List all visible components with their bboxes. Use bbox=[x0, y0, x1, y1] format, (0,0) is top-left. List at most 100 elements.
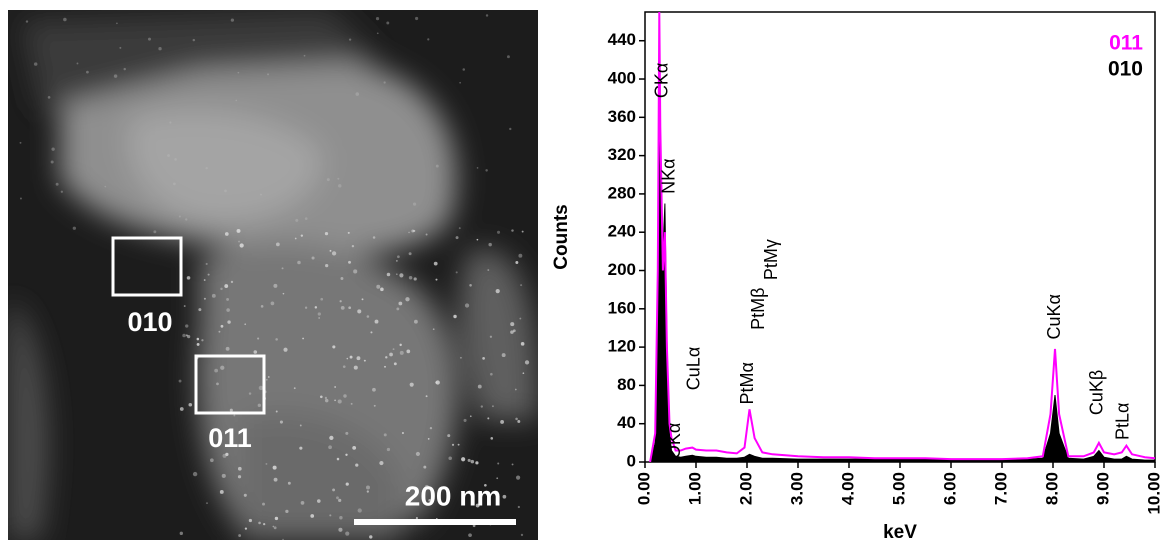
y-tick-label: 360 bbox=[608, 107, 636, 126]
speckle bbox=[188, 403, 192, 407]
speckle bbox=[490, 437, 493, 440]
speckle bbox=[427, 38, 429, 40]
speckle bbox=[260, 194, 262, 196]
speckle bbox=[406, 349, 410, 353]
speckle bbox=[180, 407, 184, 411]
speckle bbox=[226, 347, 230, 351]
y-tick-label: 160 bbox=[608, 298, 636, 317]
y-tick-label: 40 bbox=[617, 413, 636, 432]
speckle bbox=[86, 71, 89, 74]
y-axis-label: Counts bbox=[551, 204, 572, 269]
speckle bbox=[317, 499, 321, 503]
speckle bbox=[517, 420, 520, 423]
speckle bbox=[233, 414, 235, 416]
speckle bbox=[487, 269, 489, 271]
speckle bbox=[258, 522, 261, 525]
peak-label: PtMβ bbox=[748, 288, 768, 330]
speckle bbox=[521, 342, 525, 346]
speckle bbox=[477, 167, 479, 169]
speckle bbox=[497, 463, 499, 465]
speckle bbox=[338, 499, 341, 502]
speckle bbox=[116, 22, 118, 24]
x-tick-label: 6.00 bbox=[940, 472, 959, 505]
speckle bbox=[374, 405, 376, 407]
speckle bbox=[456, 236, 459, 239]
speckle bbox=[148, 38, 151, 41]
speckle bbox=[339, 516, 342, 519]
speckle bbox=[249, 519, 252, 522]
scale-bar bbox=[354, 519, 516, 525]
speckle bbox=[525, 360, 529, 364]
speckle bbox=[345, 532, 349, 536]
speckle bbox=[348, 261, 351, 264]
y-tick-label: 320 bbox=[608, 145, 636, 164]
speckle bbox=[511, 229, 513, 231]
speckle bbox=[399, 344, 401, 346]
speckle bbox=[294, 387, 296, 389]
speckle bbox=[204, 279, 206, 281]
speckle bbox=[434, 262, 438, 266]
speckle bbox=[305, 307, 307, 309]
scale-bar-label: 200 nm bbox=[405, 480, 502, 511]
speckle bbox=[376, 285, 380, 289]
speckle bbox=[216, 383, 219, 386]
speckle bbox=[201, 339, 203, 341]
speckle bbox=[436, 380, 440, 384]
speckle bbox=[523, 372, 525, 374]
speckle bbox=[384, 366, 386, 368]
figure: 010 011 200 nm 0408012016020024028032036… bbox=[0, 0, 1167, 544]
speckle bbox=[193, 39, 195, 41]
speckle bbox=[348, 306, 351, 309]
speckle bbox=[114, 74, 117, 77]
speckle bbox=[258, 404, 261, 407]
speckle bbox=[394, 362, 397, 365]
peak-label: NKα bbox=[659, 158, 679, 193]
speckle bbox=[396, 307, 399, 310]
speckle bbox=[124, 68, 126, 70]
speckle bbox=[460, 357, 462, 359]
speckle bbox=[383, 81, 385, 83]
speckle bbox=[426, 395, 428, 397]
speckle bbox=[325, 232, 328, 235]
speckle bbox=[349, 39, 351, 41]
speckle bbox=[379, 461, 383, 465]
speckle bbox=[51, 148, 54, 151]
speckle bbox=[318, 312, 321, 315]
micrograph: 010 011 200 nm bbox=[8, 10, 538, 540]
speckle bbox=[486, 14, 488, 16]
speckle bbox=[410, 383, 414, 387]
speckle bbox=[244, 494, 247, 497]
speckle bbox=[320, 298, 323, 301]
speckle bbox=[399, 273, 403, 277]
speckle bbox=[218, 331, 220, 333]
speckle bbox=[452, 444, 454, 446]
region-label: 011 bbox=[208, 423, 252, 453]
speckle bbox=[375, 320, 379, 324]
speckle bbox=[312, 257, 315, 260]
speckle bbox=[387, 273, 391, 277]
speckle bbox=[153, 230, 156, 233]
speckle bbox=[297, 261, 301, 265]
speckle bbox=[325, 399, 328, 402]
speckle bbox=[456, 271, 458, 273]
speckle bbox=[222, 474, 226, 478]
speckle bbox=[488, 243, 491, 246]
speckle bbox=[408, 232, 410, 234]
legend-entry: 011 bbox=[1109, 32, 1143, 55]
speckle bbox=[416, 517, 418, 519]
speckle bbox=[338, 399, 342, 403]
peak-label: CuKα bbox=[1044, 294, 1064, 339]
y-tick-label: 280 bbox=[608, 183, 636, 202]
speckle bbox=[280, 420, 283, 423]
x-axis-label: keV bbox=[883, 522, 917, 543]
speckle bbox=[288, 482, 291, 485]
speckle bbox=[271, 302, 275, 306]
speckle bbox=[516, 475, 520, 479]
speckle bbox=[346, 483, 349, 486]
speckle bbox=[315, 306, 317, 308]
speckle bbox=[276, 243, 280, 247]
speckle bbox=[221, 325, 224, 328]
y-tick-label: 120 bbox=[608, 337, 636, 356]
speckle bbox=[325, 397, 327, 399]
speckle bbox=[471, 460, 475, 464]
